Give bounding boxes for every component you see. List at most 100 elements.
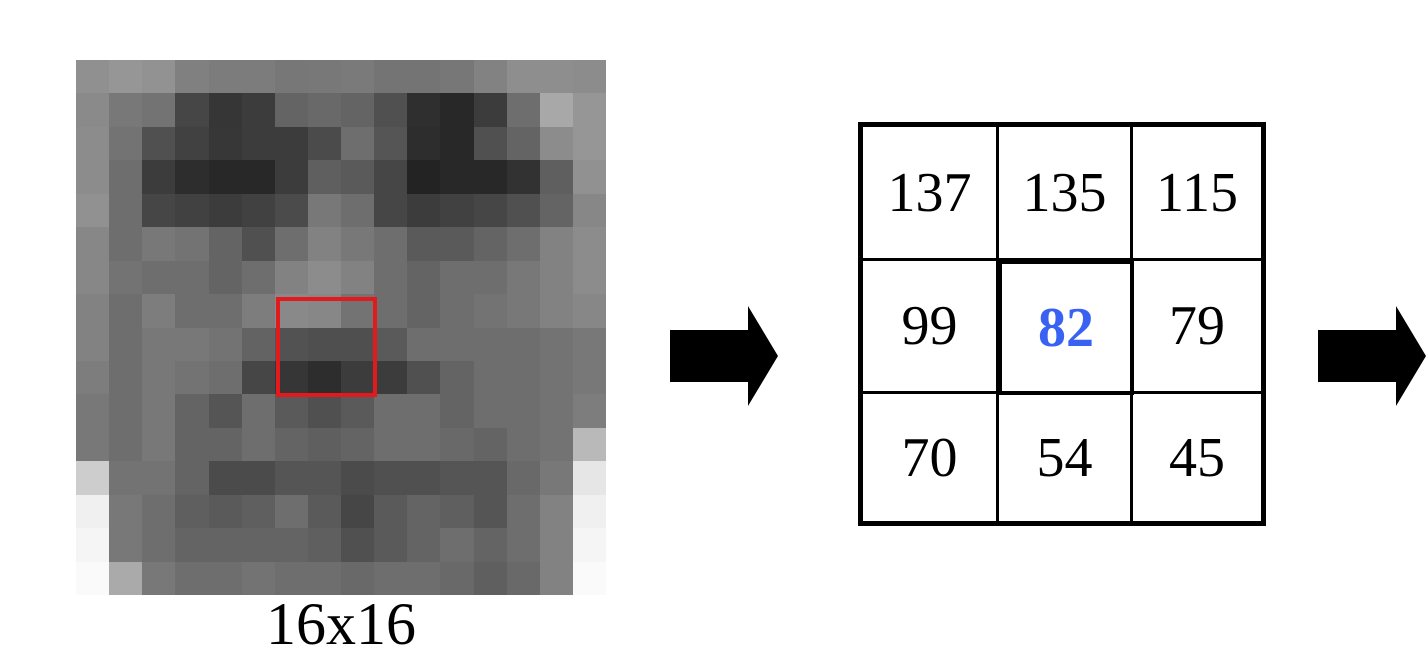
matrix-cell: 115: [1133, 127, 1261, 261]
pixel-cell: [241, 494, 275, 529]
pixel-cell: [208, 93, 242, 127]
pixel-cell: [572, 60, 606, 94]
highlight-box: [276, 297, 377, 397]
pixel-cell: [506, 394, 540, 428]
pixel-cell: [76, 394, 110, 428]
pixel-cell: [374, 461, 408, 495]
pixel-cell: [374, 528, 408, 562]
pixel-cell: [572, 260, 606, 295]
pixel-cell: [241, 561, 275, 595]
matrix-cell: 54: [999, 394, 1133, 521]
pixel-cell: [208, 327, 242, 361]
pixel-cell: [142, 160, 176, 194]
pixel-cell: [572, 427, 606, 462]
pixel-cell: [142, 427, 176, 462]
pixel-cell: [506, 494, 540, 529]
pixel-cell: [506, 561, 540, 595]
pixel-cell: [241, 60, 275, 94]
pixel-cell: [341, 327, 375, 361]
pixel-cell: [76, 528, 110, 562]
pixel-cell: [341, 93, 375, 127]
pixel-cell: [175, 561, 209, 595]
pixel-cell: [175, 260, 209, 295]
pixel-cell: [539, 60, 573, 94]
pixel-cell: [539, 561, 573, 595]
pixel-cell: [440, 93, 474, 127]
pixel-cell: [539, 360, 573, 395]
pixel-cell: [274, 260, 308, 295]
pixel-cell: [274, 193, 308, 228]
face-image: [76, 60, 606, 595]
pixel-cell: [572, 494, 606, 529]
pixel-cell: [341, 227, 375, 261]
pixel-cell: [274, 126, 308, 161]
pixel-cell: [76, 260, 110, 295]
pixel-cell: [506, 461, 540, 495]
pixel-cell: [241, 193, 275, 228]
pixel-cell: [341, 360, 375, 395]
pixel-cell: [208, 461, 242, 495]
pixel-cell: [374, 394, 408, 428]
pixel-cell: [307, 561, 341, 595]
pixel-cell: [307, 60, 341, 94]
pixel-cell: [175, 93, 209, 127]
pixel-cell: [440, 494, 474, 529]
pixel-cell: [76, 160, 110, 194]
pixel-cell: [374, 160, 408, 194]
pixel-cell: [407, 427, 441, 462]
pixel-cell: [274, 160, 308, 194]
pixel-cell: [208, 160, 242, 194]
pixel-cell: [142, 260, 176, 295]
pixel-cell: [241, 126, 275, 161]
pixel-cell: [208, 494, 242, 529]
face-label: 16x16: [266, 591, 416, 657]
pixel-cell: [407, 294, 441, 328]
pixel-cell: [440, 160, 474, 194]
pixel-cell: [142, 461, 176, 495]
pixel-cell: [142, 360, 176, 395]
pixel-cell: [506, 327, 540, 361]
right-arrow-icon: [1318, 306, 1426, 406]
pixel-cell: [374, 260, 408, 295]
pixel-cell: [473, 227, 507, 261]
pixel-cell: [440, 60, 474, 94]
pixel-cell: [307, 494, 341, 529]
pixel-cell: [175, 394, 209, 428]
pixel-cell: [175, 126, 209, 161]
pixel-cell: [539, 528, 573, 562]
pixel-cell: [506, 294, 540, 328]
pixel-cell: [341, 461, 375, 495]
pixel-cell: [506, 360, 540, 395]
pixel-cell: [175, 327, 209, 361]
pixel-cell: [374, 193, 408, 228]
pixel-cell: [274, 327, 308, 361]
pixel-cell: [307, 427, 341, 462]
pixel-cell: [473, 528, 507, 562]
pixel-cell: [440, 427, 474, 462]
pixel-cell: [407, 160, 441, 194]
pixel-cell: [341, 394, 375, 428]
pixel-cell: [341, 126, 375, 161]
pixel-cell: [473, 294, 507, 328]
pixel-cell: [374, 561, 408, 595]
pixel-cell: [241, 394, 275, 428]
pixel-cell: [407, 394, 441, 428]
pixel-cell: [440, 461, 474, 495]
pixel-cell: [407, 360, 441, 395]
pixel-cell: [440, 227, 474, 261]
pixel-cell: [341, 427, 375, 462]
pixel-cell: [374, 327, 408, 361]
pixel-cell: [175, 461, 209, 495]
pixel-cell: [109, 427, 143, 462]
pixel-cell: [440, 528, 474, 562]
pixel-cell: [440, 360, 474, 395]
pixel-cell: [109, 160, 143, 194]
pixel-cell: [307, 360, 341, 395]
pixel-cell: [109, 93, 143, 127]
pixel-cell: [407, 126, 441, 161]
pixel-cell: [208, 193, 242, 228]
matrix-cell: 70: [863, 394, 999, 521]
pixel-cell: [109, 126, 143, 161]
right-arrow-icon: [670, 306, 778, 406]
pixel-cell: [341, 528, 375, 562]
